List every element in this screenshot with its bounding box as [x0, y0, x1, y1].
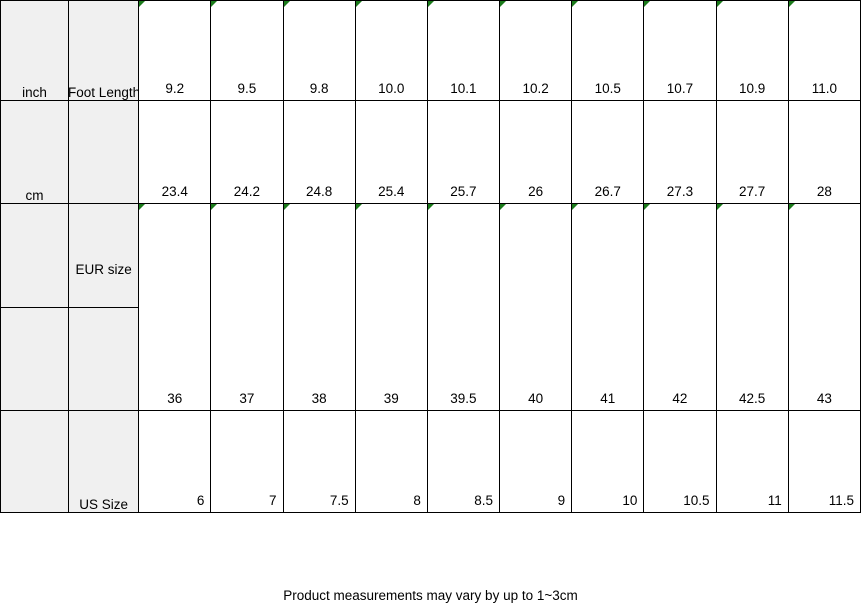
row-name-text: Foot Length	[69, 85, 140, 100]
cell-inch-1: 9.2	[138, 0, 212, 101]
cell-eur-7: 41	[571, 203, 645, 411]
cell-us-6: 9	[499, 410, 573, 513]
size-chart-table: inch Foot Length 9.2 9.5 9.8 10.0 10.1 1…	[0, 0, 861, 513]
row-name-label-eur-size: EUR size	[68, 203, 140, 411]
row-unit-text: cm	[25, 188, 44, 203]
table-row: EUR size 36 37 38 39 39.5 40 41 42 42.5 …	[0, 203, 861, 411]
cell-eur-10: 43	[787, 203, 861, 411]
cell-us-3: 7.5	[282, 410, 356, 513]
cell-inch-3: 9.8	[282, 0, 356, 101]
cell-us-4: 8	[354, 410, 428, 513]
header-inner-divider	[1, 307, 69, 308]
cell-inch-7: 10.5	[571, 0, 645, 101]
row-unit-label-eur	[0, 203, 70, 411]
cell-eur-5: 39.5	[426, 203, 501, 411]
cell-us-9: 11	[715, 410, 789, 513]
cell-eur-1: 36	[138, 203, 212, 411]
cell-us-10: 11.5	[787, 410, 861, 513]
cell-cm-6: 26	[499, 100, 573, 204]
foot-length-clip-wrapper: Foot Length	[69, 85, 139, 100]
cell-cm-10: 28	[787, 100, 861, 204]
table-row: cm 23.4 24.2 24.8 25.4 25.7 26 26.7 27.3…	[0, 100, 861, 204]
cell-cm-8: 27.3	[643, 100, 717, 204]
row-name-text: US Size	[79, 497, 128, 512]
cell-us-1: 6	[138, 410, 212, 513]
cell-us-5: 8.5	[426, 410, 501, 513]
row-name-label-us-size: US Size	[68, 410, 140, 513]
cell-cm-1: 23.4	[138, 100, 212, 204]
measurement-disclaimer: Product measurements may vary by up to 1…	[283, 588, 578, 603]
cell-cm-2: 24.2	[210, 100, 284, 204]
table-row: US Size 6 7 7.5 8 8.5 9 10 10.5 11 11.5	[0, 410, 861, 513]
row-unit-text: inch	[22, 85, 47, 100]
cell-eur-2: 37	[210, 203, 284, 411]
cell-inch-2: 9.5	[210, 0, 284, 101]
cell-inch-10: 11.0	[787, 0, 861, 101]
cell-inch-8: 10.7	[643, 0, 717, 101]
cell-cm-7: 26.7	[571, 100, 645, 204]
cell-inch-5: 10.1	[426, 0, 501, 101]
row-name-label-foot-length: Foot Length	[68, 0, 140, 101]
cell-eur-9: 42.5	[715, 203, 789, 411]
row-unit-label-us	[0, 410, 70, 513]
row-unit-label-inch: inch	[0, 0, 70, 101]
row-name-label-cm	[68, 100, 140, 204]
header-inner-divider	[69, 307, 139, 308]
cell-eur-8: 42	[643, 203, 717, 411]
table-row: inch Foot Length 9.2 9.5 9.8 10.0 10.1 1…	[0, 0, 861, 101]
cell-eur-4: 39	[354, 203, 428, 411]
cell-inch-6: 10.2	[499, 0, 573, 101]
cell-us-2: 7	[210, 410, 284, 513]
cell-inch-4: 10.0	[354, 0, 428, 101]
cell-eur-6: 40	[499, 203, 573, 411]
cell-cm-4: 25.4	[354, 100, 428, 204]
row-name-text: EUR size	[75, 261, 132, 277]
cell-eur-3: 38	[282, 203, 356, 411]
cell-cm-3: 24.8	[282, 100, 356, 204]
cell-cm-5: 25.7	[426, 100, 501, 204]
cell-cm-9: 27.7	[715, 100, 789, 204]
row-unit-label-cm: cm	[0, 100, 70, 204]
cell-inch-9: 10.9	[715, 0, 789, 101]
cell-us-8: 10.5	[643, 410, 717, 513]
cell-us-7: 10	[571, 410, 645, 513]
